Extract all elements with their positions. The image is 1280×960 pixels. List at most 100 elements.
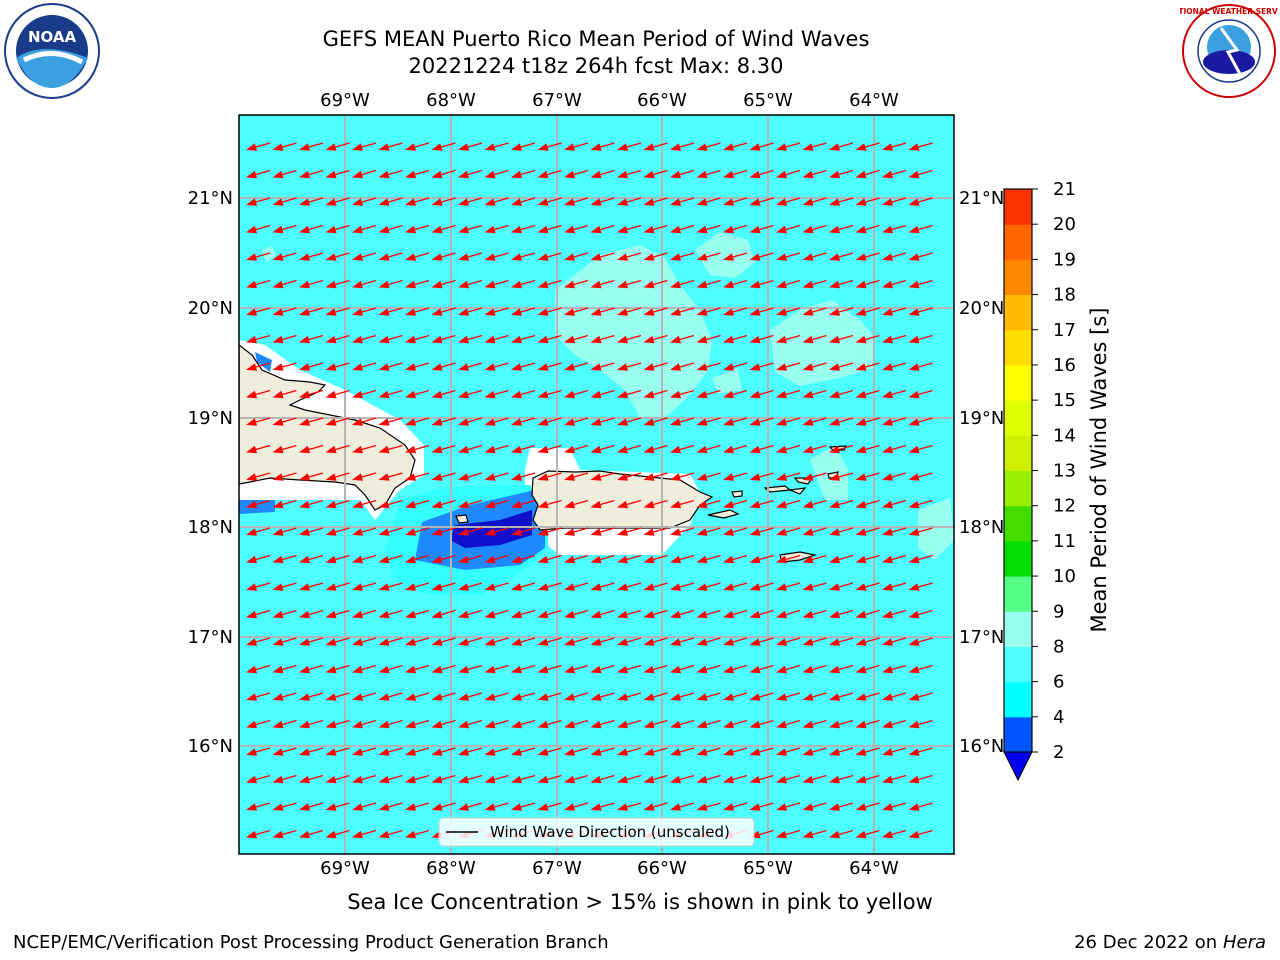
wind-wave-arrow	[802, 554, 827, 564]
wind-wave-arrow	[272, 307, 297, 316]
wind-wave-arrow	[908, 829, 933, 839]
wind-wave-arrow	[405, 417, 430, 426]
wind-wave-arrow	[670, 499, 695, 509]
wind-wave-arrow	[511, 664, 536, 674]
wind-wave-arrow	[405, 197, 430, 206]
wind-wave-arrow	[723, 637, 748, 646]
wind-wave-arrow	[352, 582, 377, 591]
wind-wave-arrow	[352, 197, 377, 206]
lon-label: 69°W	[320, 90, 370, 111]
colorbar-label: Mean Period of Wind Waves [s]	[1087, 308, 1111, 633]
wind-wave-arrow	[378, 582, 403, 591]
wind-wave-arrow	[405, 719, 430, 729]
wind-wave-arrow	[855, 417, 880, 426]
wind-wave-arrow	[696, 582, 721, 591]
wind-wave-arrow	[511, 362, 536, 371]
wind-wave-arrow	[829, 527, 854, 536]
wind-wave-arrow	[299, 692, 324, 701]
wind-wave-arrow	[882, 802, 907, 811]
wind-wave-arrow	[246, 252, 271, 261]
lat-label: 19°N	[188, 408, 233, 429]
wind-wave-arrow	[246, 829, 271, 839]
wind-wave-arrow	[352, 692, 377, 701]
wind-wave-arrow	[484, 279, 509, 289]
wind-wave-arrow	[882, 252, 907, 261]
wind-wave-arrow	[882, 692, 907, 701]
noaa-logo-text: NOAA	[28, 28, 77, 46]
wind-wave-arrow	[882, 389, 907, 399]
wind-wave-arrow	[564, 527, 589, 536]
wind-wave-arrow	[352, 802, 377, 811]
wind-wave-arrow	[643, 252, 668, 261]
wind-wave-arrow	[458, 747, 483, 756]
wind-wave-arrow	[537, 774, 562, 784]
wind-wave-arrow	[723, 197, 748, 206]
wind-wave-arrow	[458, 334, 483, 344]
wind-wave-arrow	[378, 774, 403, 784]
wind-wave-arrow	[749, 362, 774, 371]
wind-wave-arrow	[670, 774, 695, 784]
wind-wave-arrow	[617, 279, 642, 289]
wind-wave-arrow	[484, 747, 509, 756]
wind-wave-arrow	[749, 252, 774, 261]
wind-wave-arrow	[749, 747, 774, 756]
wind-wave-arrow	[564, 279, 589, 289]
colorbar-block	[1004, 400, 1032, 436]
wind-wave-arrow	[855, 334, 880, 344]
wind-wave-arrow	[882, 554, 907, 564]
wind-wave-arrow	[776, 362, 801, 371]
wind-wave-arrow	[882, 444, 907, 454]
wind-wave-arrow	[325, 664, 350, 674]
wind-wave-arrow	[882, 417, 907, 426]
wind-wave-arrow	[908, 389, 933, 399]
wind-wave-arrow	[855, 554, 880, 564]
wind-wave-arrow	[405, 362, 430, 371]
colorbar-block	[1004, 646, 1032, 683]
wind-wave-arrow	[802, 637, 827, 646]
wind-wave-arrow	[908, 664, 933, 674]
wind-wave-arrow	[352, 609, 377, 619]
wind-wave-arrow	[829, 197, 854, 206]
colorbar-tick-label: 19	[1053, 249, 1076, 270]
wind-wave-arrow	[908, 499, 933, 509]
colorbar-block	[1004, 329, 1032, 366]
wind-wave-arrow	[352, 334, 377, 344]
wind-wave-arrow	[378, 252, 403, 261]
wind-wave-arrow	[829, 774, 854, 784]
wind-wave-arrow	[749, 224, 774, 234]
wind-wave-arrow	[670, 554, 695, 564]
wind-wave-arrow	[643, 417, 668, 426]
wind-wave-arrow	[802, 609, 827, 619]
wind-wave-arrow	[643, 609, 668, 619]
wind-wave-arrow	[776, 307, 801, 316]
wind-wave-arrow	[855, 307, 880, 316]
colorbar-tick-label: 9	[1053, 601, 1064, 622]
wind-wave-arrow	[829, 389, 854, 399]
wind-wave-arrow	[299, 279, 324, 289]
wind-wave-arrow	[272, 169, 297, 179]
wind-wave-arrow	[564, 444, 589, 454]
wind-wave-arrow	[484, 609, 509, 619]
wind-wave-arrow	[723, 279, 748, 289]
wind-wave-arrow	[670, 169, 695, 179]
wind-wave-arrow	[537, 252, 562, 261]
wind-wave-arrow	[511, 279, 536, 289]
wind-wave-arrow	[617, 444, 642, 454]
wind-wave-arrow	[776, 279, 801, 289]
wind-wave-arrow	[537, 362, 562, 371]
wind-wave-arrow	[299, 472, 324, 481]
wind-wave-arrow	[829, 637, 854, 646]
noaa-logo: NOAA	[4, 3, 100, 99]
lon-label: 65°W	[743, 90, 793, 111]
wind-wave-arrow	[776, 389, 801, 399]
wind-wave-arrow	[299, 554, 324, 564]
wind-wave-arrow	[299, 774, 324, 784]
wind-wave-arrow	[670, 444, 695, 454]
wind-wave-arrow	[537, 307, 562, 316]
lon-label: 64°W	[849, 90, 899, 111]
colorbar-block	[1004, 470, 1032, 507]
colorbar-tick-label: 2	[1053, 742, 1064, 763]
wind-wave-arrow	[378, 444, 403, 454]
wind-wave-arrow	[405, 307, 430, 316]
wind-wave-arrow	[458, 279, 483, 289]
